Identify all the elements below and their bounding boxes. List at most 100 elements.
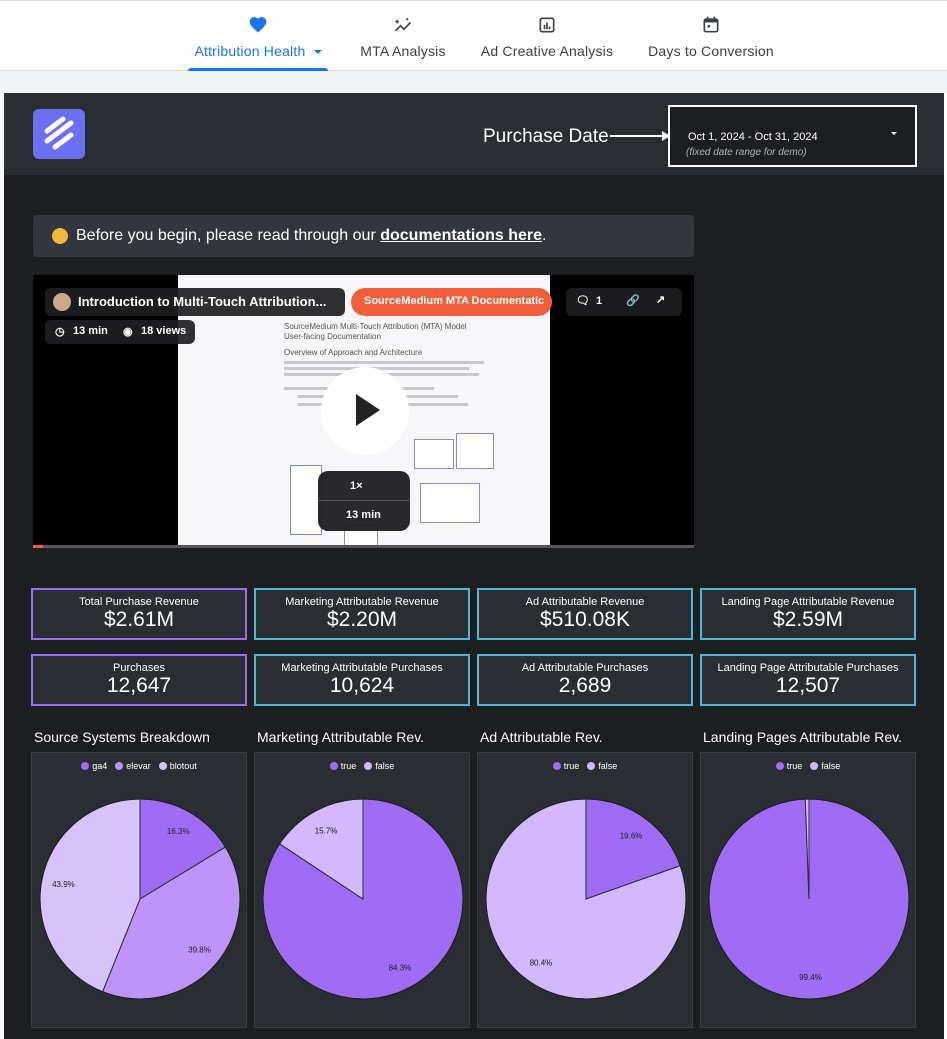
pie-data-label: 84.3%	[389, 964, 412, 973]
link-icon[interactable]: 🔗	[626, 295, 640, 307]
chart-title: Landing Pages Attributable Rev.	[703, 729, 902, 745]
eye-icon: ◉	[123, 326, 133, 338]
kpi-value: 10,624	[329, 674, 395, 697]
legend-item[interactable]: false	[587, 761, 617, 771]
legend-swatch	[587, 762, 596, 770]
video-meta-pill: ◷ 13 min ◉ 18 views	[45, 320, 195, 344]
pie-svg: 99.4%	[708, 798, 910, 1000]
kpi-label: Marketing Attributable Purchases	[281, 662, 443, 674]
doc-heading: Overview of Approach and Architecture	[284, 348, 423, 357]
kpi-value: 12,647	[106, 674, 172, 697]
tab-ad-creative-analysis[interactable]: Ad Creative Analysis	[474, 15, 620, 71]
kpi-label: Landing Page Attributable Revenue	[721, 596, 895, 608]
documentation-link[interactable]: documentations here	[380, 227, 543, 244]
date-range-value: Oct 1, 2024 - Oct 31, 2024	[688, 131, 818, 143]
top-navigation: Attribution Health MTA Analysis Ad Creat…	[0, 0, 947, 71]
pie-svg: 19.6% 80.4%	[485, 798, 687, 1000]
doc-title: SourceMedium Multi-Touch Attribution (MT…	[284, 322, 467, 341]
tab-label: MTA Analysis	[360, 43, 446, 59]
pie-chart-marketing-attributable: true false 84.3% 15.7%	[254, 752, 470, 1028]
legend-swatch	[364, 762, 373, 770]
chart-title: Marketing Attributable Rev.	[257, 729, 425, 745]
kpi-marketing-attributable-revenue: Marketing Attributable Revenue $2.20M	[254, 588, 470, 640]
kpi-label: Marketing Attributable Revenue	[285, 596, 439, 608]
legend-item[interactable]: ga4	[81, 761, 107, 771]
kpi-value: $510.08K	[540, 608, 630, 631]
tab-mta-analysis[interactable]: MTA Analysis	[355, 15, 451, 71]
date-range-picker[interactable]: Oct 1, 2024 - Oct 31, 2024 (fixed date r…	[668, 105, 917, 167]
comment-count: 1	[596, 295, 603, 307]
page-gap	[0, 71, 947, 93]
kpi-total-purchase-revenue: Total Purchase Revenue $2.61M	[31, 588, 247, 640]
notice-text: Before you begin, please read through ou…	[76, 227, 546, 245]
pie-data-label: 16.3%	[167, 827, 190, 836]
kpi-value: $2.61M	[103, 608, 175, 631]
documentation-notice: Before you begin, please read through ou…	[33, 215, 694, 257]
legend-item[interactable]: false	[810, 761, 840, 771]
emoji-icon	[52, 228, 68, 244]
notice-prefix: Before you begin, please read through ou…	[76, 227, 381, 244]
kpi-value: 12,507	[775, 674, 841, 697]
clock-icon: ◷	[55, 326, 65, 338]
report-header: Purchase Date Oct 1, 2024 - Oct 31, 2024…	[4, 93, 944, 175]
tab-days-to-conversion[interactable]: Days to Conversion	[643, 15, 779, 71]
tab-label: Days to Conversion	[648, 43, 774, 59]
video-duration: 13 min	[73, 325, 108, 337]
legend-item[interactable]: true	[329, 761, 357, 771]
pie-data-label: 15.7%	[315, 826, 338, 835]
comment-icon[interactable]: 🗨	[576, 295, 590, 307]
tab-label: Ad Creative Analysis	[480, 43, 614, 59]
pie-svg: 16.3% 39.8% 43.9%	[39, 798, 241, 1000]
heart-icon	[188, 15, 328, 37]
legend-label: false	[375, 761, 395, 771]
calendar-icon	[643, 15, 779, 37]
pie-chart-source-systems: ga4 elevar blotout 16.3% 39.8% 43.9%	[31, 752, 247, 1028]
video-actions-pill: 🗨 1 🔗 ↗	[566, 288, 682, 316]
legend-item[interactable]: true	[775, 761, 802, 771]
legend-label: false	[598, 761, 618, 771]
pie-data-label: 43.9%	[52, 880, 75, 889]
chart-legend: true false	[478, 761, 692, 771]
video-progress-bar[interactable]	[33, 545, 694, 548]
pie-data-label: 39.8%	[188, 945, 211, 954]
kpi-value: $2.20M	[326, 608, 398, 631]
legend-swatch	[115, 762, 124, 770]
chart-title: Ad Attributable Rev.	[480, 729, 603, 745]
legend-label: blotout	[169, 761, 197, 771]
legend-label: ga4	[92, 761, 108, 771]
legend-swatch	[81, 762, 90, 770]
playback-speed-control[interactable]: 1× 13 min	[318, 471, 410, 531]
kpi-value: 2,689	[558, 674, 612, 697]
tab-attribution-health[interactable]: Attribution Health	[188, 15, 328, 71]
kpi-ad-attributable-purchases: Ad Attributable Purchases 2,689	[477, 654, 693, 706]
kpi-value: $2.59M	[772, 608, 844, 631]
speed-value: 1×	[350, 480, 363, 492]
chart-legend: true false	[255, 761, 469, 771]
video-embed[interactable]: SourceMedium Multi-Touch Attribution (MT…	[33, 275, 694, 548]
legend-item[interactable]: false	[364, 761, 394, 771]
source-documentation-button[interactable]: SourceMedium MTA Documentatic	[351, 288, 552, 316]
kpi-label: Ad Attributable Revenue	[525, 596, 645, 608]
external-link-icon[interactable]: ↗	[656, 294, 666, 306]
legend-label: elevar	[126, 761, 151, 771]
kpi-label: Landing Page Attributable Purchases	[717, 662, 899, 674]
speed-duration: 13 min	[346, 509, 381, 521]
report-canvas: Purchase Date Oct 1, 2024 - Oct 31, 2024…	[4, 93, 944, 1039]
pie-chart-landing-pages-attributable: true false 99.4%	[700, 752, 916, 1028]
kpi-label: Total Purchase Revenue	[79, 596, 199, 608]
pie-svg: 84.3% 15.7%	[262, 798, 464, 1000]
legend-item[interactable]: elevar	[115, 761, 151, 771]
dropdown-caret-icon	[891, 132, 897, 135]
legend-swatch	[775, 762, 784, 770]
video-title-pill[interactable]: Introduction to Multi-Touch Attribution.…	[45, 288, 345, 316]
video-views: 18 views	[141, 325, 187, 337]
legend-label: true	[563, 761, 580, 771]
play-button[interactable]	[321, 367, 409, 455]
legend-item[interactable]: true	[552, 761, 580, 771]
chart-title: Source Systems Breakdown	[34, 729, 210, 745]
legend-item[interactable]: blotout	[158, 761, 197, 771]
legend-label: true	[340, 761, 357, 771]
pie-chart-ad-attributable: true false 19.6% 80.4%	[477, 752, 693, 1028]
sourcemedium-logo	[33, 109, 85, 159]
bar-chart-icon	[474, 15, 620, 37]
